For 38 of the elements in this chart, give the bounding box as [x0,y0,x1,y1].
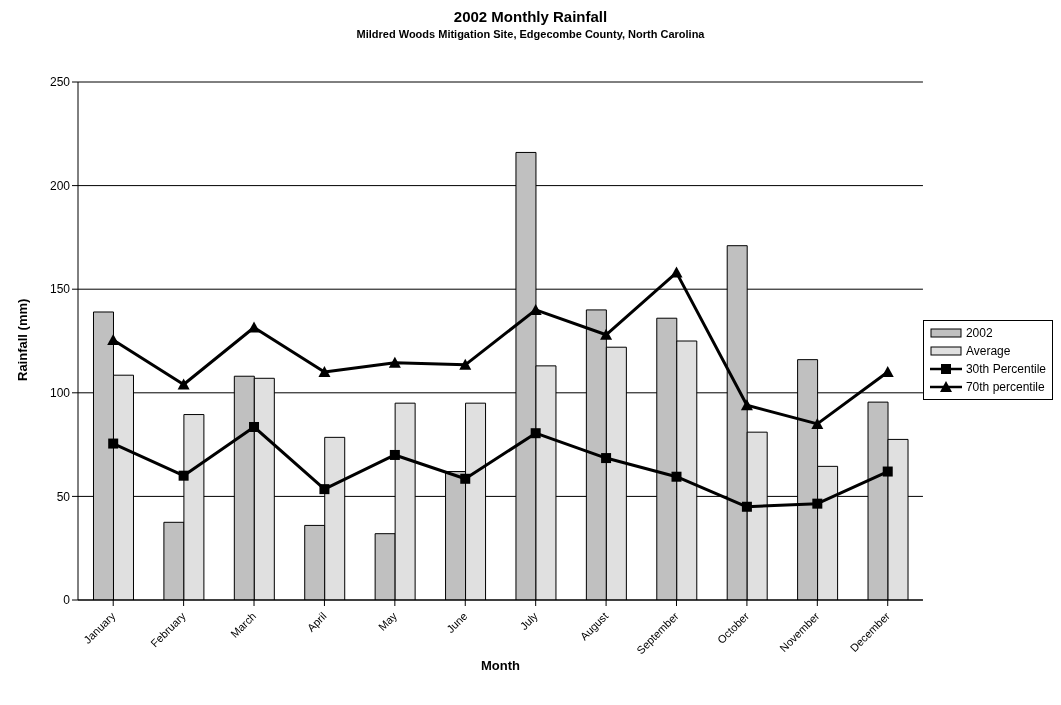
y-tick-label: 0 [63,593,71,608]
point [460,473,471,484]
legend-label: Average [965,344,1011,358]
point [670,266,683,278]
point [601,453,612,464]
point [177,378,190,390]
y-tick-label: 150 [49,282,71,297]
y-tick-label: 200 [49,178,71,193]
point [319,484,330,495]
point [741,501,752,512]
point [108,438,119,449]
point [812,498,823,509]
point [671,471,682,482]
legend-label: 2002 [965,326,993,340]
y-tick-label: 250 [49,75,71,90]
point [389,449,400,460]
point [600,328,613,340]
point [248,321,261,333]
x-axis-title: Month [480,658,521,673]
point [459,358,472,370]
point [530,428,541,439]
legend-label: 70th percentile [965,380,1045,394]
y-axis-title: Rainfall (mm) [14,298,30,381]
point [107,333,120,345]
point [740,399,753,411]
point [811,417,824,429]
legend-label: 30th Percentile [965,362,1046,376]
point [249,421,260,432]
y-tick-label: 50 [56,489,71,504]
y-tick-label: 100 [49,386,71,401]
point [178,470,189,481]
chart-title: 2002 Monthly Rainfall [452,8,609,25]
point [318,366,331,378]
chart-subtitle: Mildred Woods Mitigation Site, Edgecombe County, North Carolina [355,28,706,40]
x-tick-label: July [517,609,541,633]
x-tick-label: May [375,609,400,633]
point [388,356,401,368]
point [882,466,893,477]
